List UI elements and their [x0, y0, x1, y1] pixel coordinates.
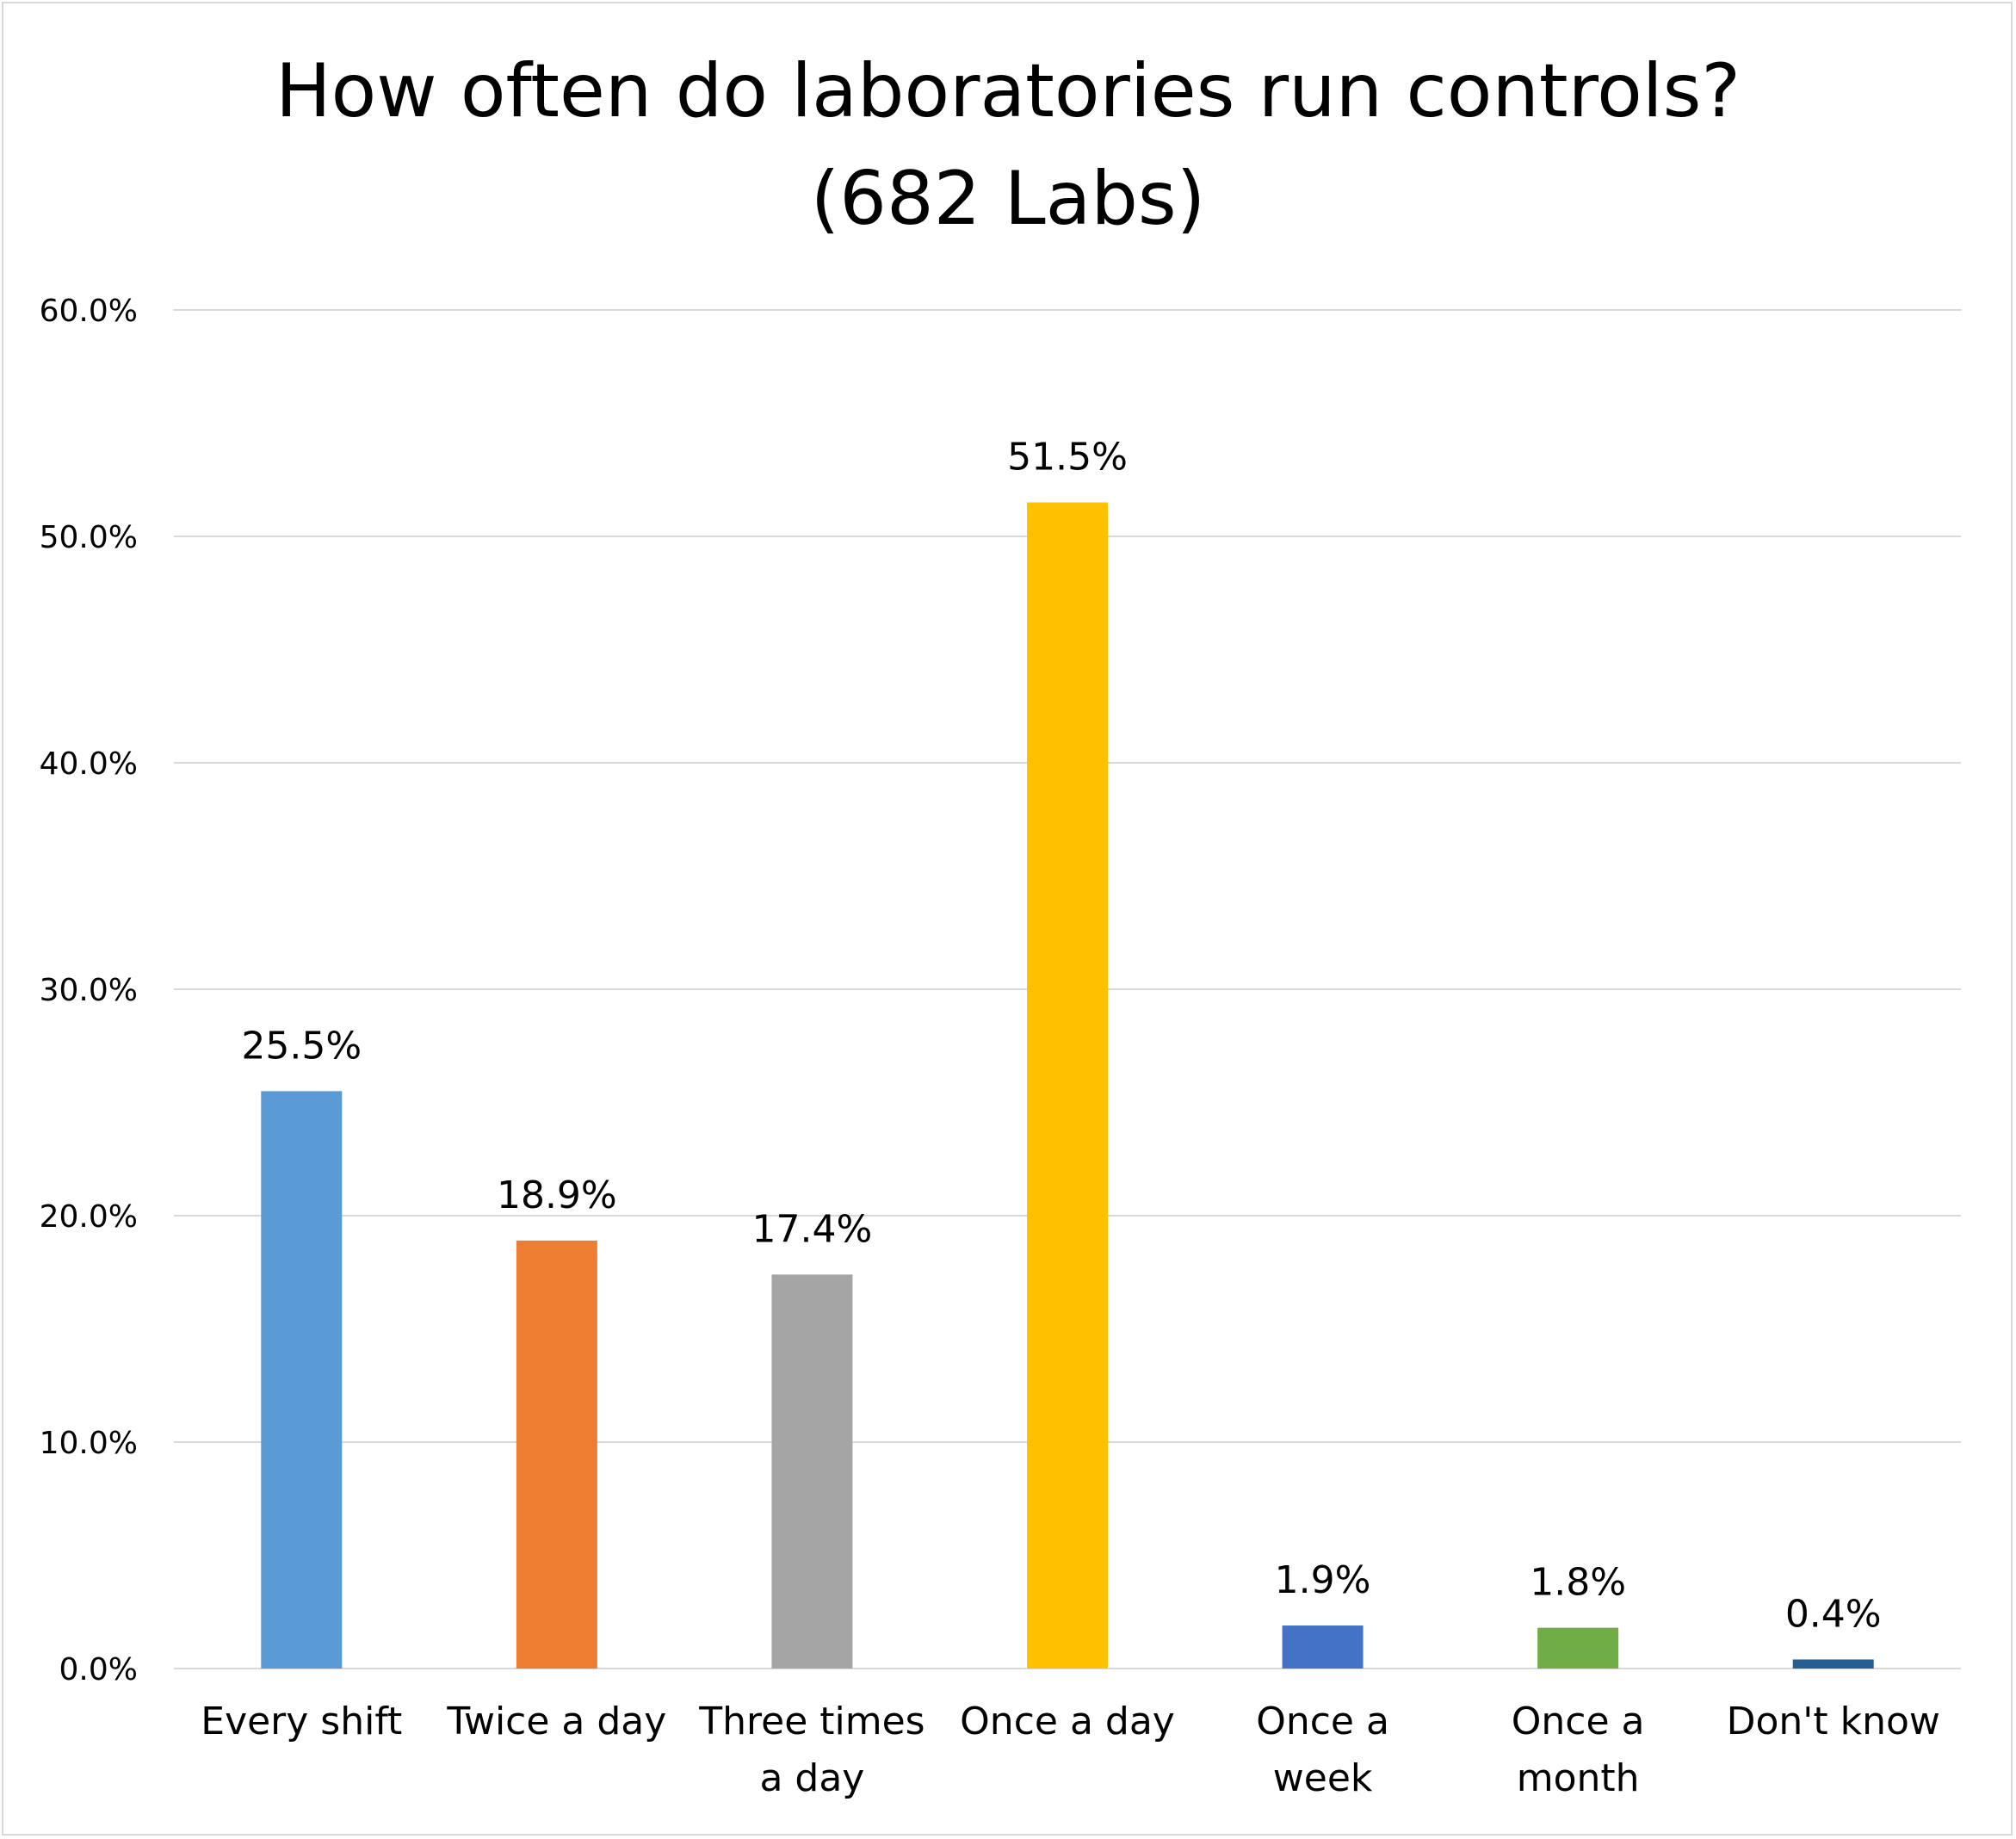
x-tick-label: a day — [759, 1756, 864, 1800]
x-tick-label: Once a — [1256, 1700, 1389, 1743]
bar — [1792, 1659, 1874, 1669]
y-tick-label: 40.0% — [40, 746, 138, 782]
x-tick-label: Twice a day — [446, 1700, 666, 1743]
data-label: 25.5% — [241, 1024, 362, 1068]
y-tick-label: 10.0% — [40, 1426, 138, 1461]
y-tick-label: 0.0% — [59, 1652, 138, 1687]
x-tick-label: week — [1273, 1756, 1373, 1800]
y-tick-label: 20.0% — [40, 1199, 138, 1235]
bar — [771, 1274, 853, 1669]
data-label: 0.4% — [1785, 1592, 1882, 1636]
x-tick-label: Once a day — [960, 1700, 1175, 1743]
chart-title-line-2: (682 Labs) — [811, 156, 1206, 242]
bar — [261, 1091, 343, 1669]
y-tick-label: 50.0% — [40, 520, 138, 555]
x-tick-label: Don't know — [1727, 1700, 1940, 1743]
data-label: 1.9% — [1275, 1558, 1371, 1602]
bar — [1027, 502, 1108, 1669]
x-tick-label: Three times — [698, 1700, 925, 1743]
x-tick-label: Once a — [1512, 1700, 1645, 1743]
data-label: 17.4% — [752, 1207, 873, 1251]
x-tick-label: Every shift — [201, 1700, 402, 1743]
bar — [1537, 1627, 1619, 1669]
bar — [1282, 1625, 1364, 1669]
y-tick-label: 60.0% — [40, 294, 138, 329]
x-tick-label: month — [1517, 1756, 1640, 1800]
y-tick-label: 30.0% — [40, 973, 138, 1008]
data-label: 51.5% — [1007, 436, 1128, 480]
bar — [516, 1240, 597, 1669]
data-label: 1.8% — [1530, 1561, 1626, 1605]
chart-title-line-1: How often do laboratories run controls? — [275, 48, 1741, 134]
data-label: 18.9% — [497, 1173, 617, 1217]
